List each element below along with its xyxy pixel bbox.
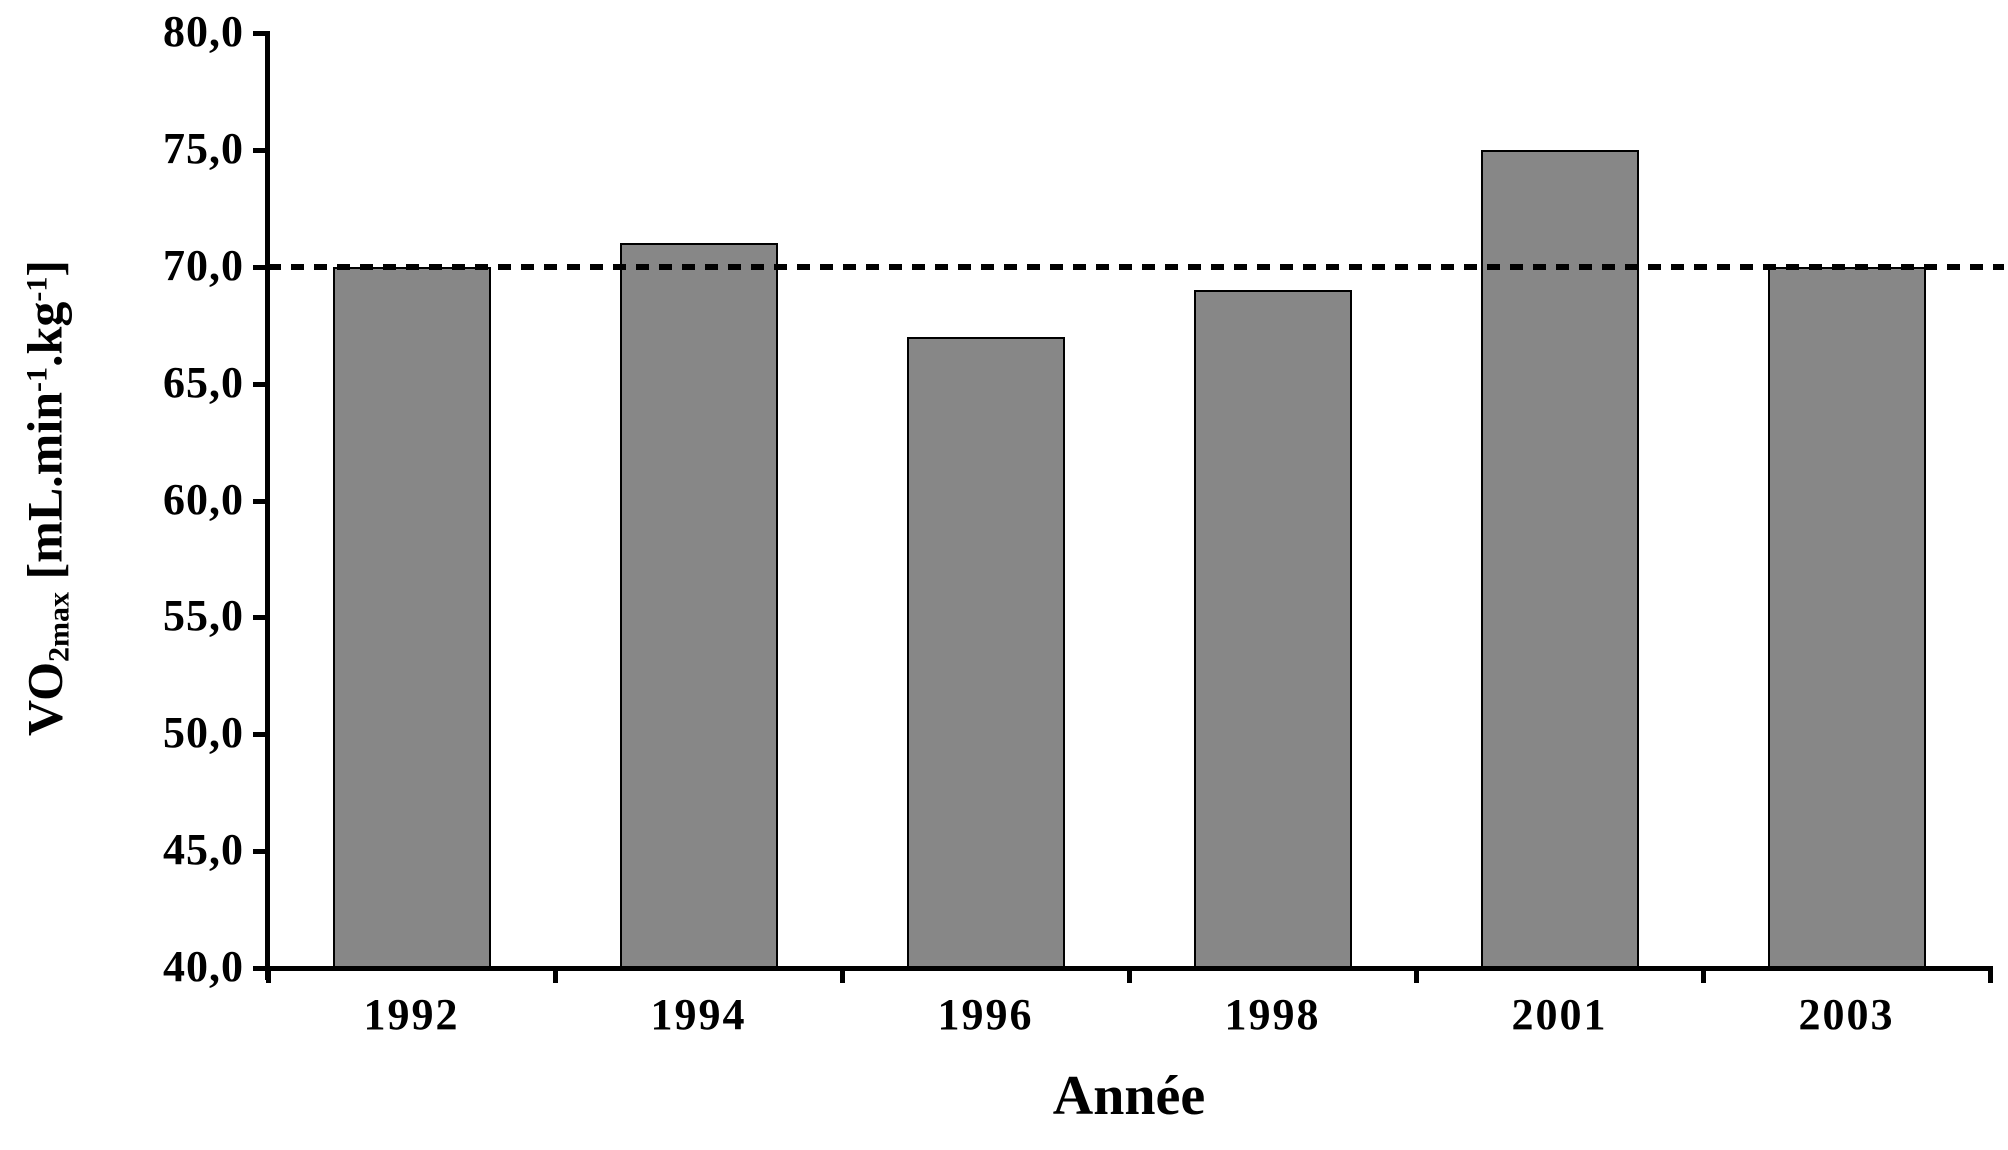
y-axis-tick	[253, 615, 268, 621]
x-axis-tick	[1988, 968, 1993, 983]
y-axis-title-subscript: 2max	[42, 591, 76, 662]
y-axis-tick	[253, 264, 268, 270]
x-tick-label: 2001	[1511, 990, 1608, 1039]
y-tick-label: 70,0	[163, 240, 244, 290]
x-tick-label: 1994	[650, 990, 747, 1039]
y-axis-tick	[253, 147, 268, 153]
x-tick-label: 1998	[1224, 990, 1321, 1039]
x-tick-label: 1992	[363, 990, 460, 1039]
x-axis-tick	[1701, 968, 1706, 983]
x-axis-tick	[1127, 968, 1132, 983]
bar-1994	[619, 243, 778, 970]
x-axis-tick	[553, 968, 558, 983]
y-tick-label: 55,0	[163, 591, 244, 641]
y-tick-label: 45,0	[163, 825, 244, 875]
y-tick-label: 80,0	[163, 7, 244, 56]
x-axis-title: Année	[1052, 1065, 1206, 1127]
bar-2003	[1767, 266, 1926, 970]
y-tick-label: 40,0	[163, 942, 244, 991]
y-axis-tick	[253, 849, 268, 855]
x-axis-line	[253, 966, 1993, 971]
y-axis-title-text: ]	[16, 260, 73, 277]
y-axis-title-text: [mL.min	[16, 391, 73, 592]
bar-1992	[332, 266, 491, 970]
y-axis-tick	[253, 732, 268, 738]
y-tick-label: 65,0	[163, 357, 244, 407]
x-axis-tick	[266, 968, 271, 983]
x-tick-label: 2003	[1798, 990, 1895, 1039]
y-axis-title-text: VO	[16, 661, 73, 736]
y-axis-title-text: .kg	[16, 301, 73, 367]
bar-1996	[906, 336, 1065, 970]
bar-2001	[1480, 149, 1639, 970]
bar-1998	[1193, 290, 1352, 970]
y-tick-label: 60,0	[163, 474, 244, 524]
y-axis-tick	[253, 498, 268, 504]
x-axis-tick	[1414, 968, 1419, 983]
y-axis-line	[265, 31, 270, 980]
y-axis-title-superscript: -1	[20, 366, 54, 392]
y-axis-tick	[253, 966, 268, 971]
y-axis-tick	[253, 381, 268, 387]
y-axis-tick	[253, 31, 268, 36]
x-axis-tick	[840, 968, 845, 983]
y-tick-label: 50,0	[163, 708, 244, 758]
x-tick-label: 1996	[937, 990, 1034, 1039]
reference-line	[268, 263, 2004, 270]
y-tick-label: 75,0	[163, 123, 244, 173]
y-axis-title: VO2max [mL.min-1.kg-1]	[16, 260, 77, 736]
y-axis-title-superscript: -1	[20, 276, 54, 302]
